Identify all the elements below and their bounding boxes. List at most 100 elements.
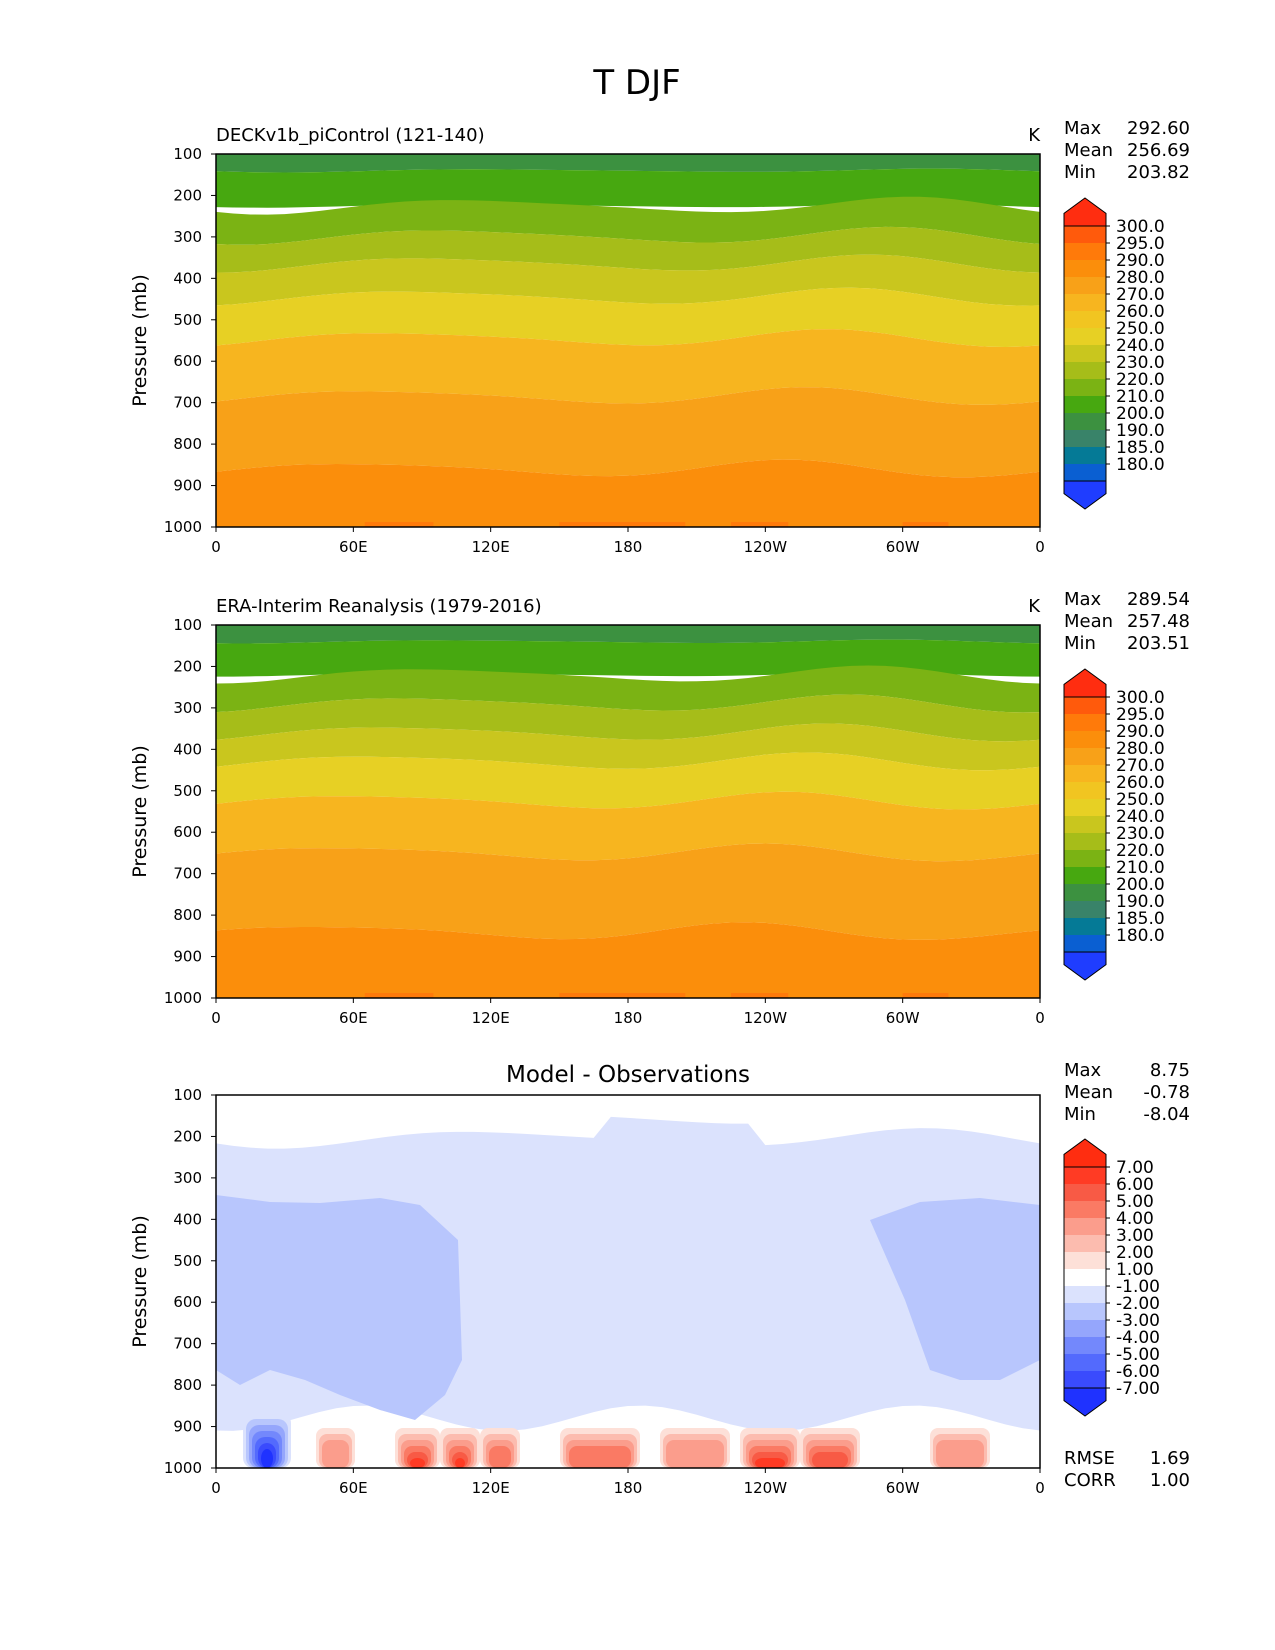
warm-patch (731, 522, 789, 527)
colorbar-label: 230.0 (1116, 824, 1165, 844)
colorbar-frame (1063, 225, 1107, 482)
colorbar: 300.0295.0290.0280.0270.0260.0250.0240.0… (1063, 197, 1165, 510)
stat-mean-label: Mean (1064, 1082, 1113, 1103)
colorbar-extend-bottom (1063, 951, 1107, 981)
colorbar-label: 270.0 (1116, 285, 1165, 305)
warm-core-5 (660, 1428, 730, 1468)
warm-contour (410, 1458, 425, 1468)
warm-core-4 (560, 1428, 640, 1468)
colorbar-label: 3.00 (1116, 1226, 1154, 1246)
x-tick-label: 0 (211, 1009, 221, 1027)
colorbar-segment (1064, 243, 1106, 260)
y-axis-label: Pressure (mb) (129, 1215, 151, 1348)
colorbar-segment (1064, 918, 1106, 935)
warm-patch (364, 522, 434, 527)
colorbar-label: -2.00 (1116, 1294, 1160, 1314)
y-tick-label: 900 (173, 948, 202, 966)
cold-contour (261, 1449, 273, 1468)
colorbar-label: 4.00 (1116, 1209, 1154, 1229)
y-tick-label: 700 (173, 865, 202, 883)
colorbar-segment (1064, 867, 1106, 884)
warm-patch (902, 522, 949, 527)
x-tick-label: 60E (339, 538, 368, 556)
warm-contour (322, 1440, 349, 1468)
x-tick-label: 180 (614, 538, 643, 556)
x-tick-label: 120W (744, 538, 788, 556)
warm-contour (936, 1440, 984, 1468)
panel-title: DECKv1b_piControl (121-140) (216, 125, 485, 146)
y-tick-label: 200 (173, 186, 202, 204)
stat-mean-value: -0.78 (1143, 1082, 1190, 1103)
metric-rmse-label: RMSE (1064, 1448, 1115, 1469)
stat-min-label: Min (1064, 162, 1096, 183)
colorbar-label: 180.0 (1116, 455, 1165, 475)
warm-core-1 (395, 1428, 440, 1468)
axes: 100 200 300 400 500 600 700 800 900 1000 0 60E 120E 1… (129, 616, 1045, 1027)
stat-max-label: Max (1064, 118, 1102, 139)
warm-contour (755, 1458, 785, 1468)
colorbar-label: 295.0 (1116, 234, 1165, 254)
y-axis-label: Pressure (mb) (129, 745, 151, 878)
x-tick-label: 60E (339, 1479, 368, 1497)
y-tick-label: 300 (173, 699, 202, 717)
stat-max-value: 289.54 (1127, 589, 1190, 610)
y-tick-label: 800 (173, 435, 202, 453)
stat-mean-value: 256.69 (1127, 140, 1190, 161)
y-tick-label: 600 (173, 823, 202, 841)
x-tick-label: 180 (614, 1009, 643, 1027)
colorbar-label: 220.0 (1116, 370, 1165, 390)
y-tick-label: 600 (173, 1293, 202, 1311)
warm-core-7 (800, 1428, 860, 1468)
stat-max-value: 292.60 (1127, 118, 1190, 139)
band-250-260 (216, 287, 1040, 347)
colorbar-segment (1064, 226, 1106, 243)
y-tick-label: 400 (173, 1210, 202, 1228)
x-tick-label: 0 (1035, 538, 1045, 556)
metrics-block: RMSE 1.69 CORR 1.00 (1064, 1448, 1190, 1491)
colorbar-extend-bottom (1063, 480, 1107, 510)
metric-rmse-value: 1.69 (1150, 1448, 1190, 1469)
colorbar-segment (1064, 935, 1106, 952)
y-tick-label: 500 (173, 1252, 202, 1270)
stats-block: Max 292.60 Mean 256.69 Min 203.82 (1064, 118, 1190, 183)
colorbar-segment (1064, 328, 1106, 345)
y-tick-label: 300 (173, 1169, 202, 1187)
x-tick-label: 120E (472, 1479, 510, 1497)
warm-contour (455, 1458, 465, 1468)
warm-patch (559, 522, 686, 527)
y-tick-label: 200 (173, 657, 202, 675)
y-tick-label: 100 (173, 616, 202, 634)
band-250-260 (216, 752, 1040, 810)
colorbar-label: 200.0 (1116, 875, 1165, 895)
colorbar-segment (1064, 901, 1106, 918)
x-tick-label: 0 (1035, 1479, 1045, 1497)
warm-contour (812, 1452, 848, 1468)
colorbar-segment (1064, 1201, 1106, 1218)
colorbar-segment (1064, 1167, 1106, 1184)
stat-max-label: Max (1064, 1060, 1102, 1081)
colorbar-label: 250.0 (1116, 790, 1165, 810)
colorbar-extend-top (1063, 668, 1107, 698)
y-tick-label: 200 (173, 1127, 202, 1145)
warm-core-8 (930, 1428, 990, 1468)
band-220-230 (216, 196, 1040, 245)
colorbar-label: 270.0 (1116, 756, 1165, 776)
colorbar-segment (1064, 850, 1106, 867)
colorbar-segment (1064, 799, 1106, 816)
colorbar-segment (1064, 765, 1106, 782)
colorbar-label: 240.0 (1116, 336, 1165, 356)
colorbar-extend-top (1063, 197, 1107, 227)
band-270-280 (216, 843, 1040, 940)
colorbar-segment (1064, 1252, 1106, 1269)
x-tick-label: 60W (886, 1009, 920, 1027)
warm-contour (569, 1446, 631, 1468)
y-tick-label: 400 (173, 269, 202, 287)
colorbar-label: -7.00 (1116, 1379, 1160, 1399)
colorbar-label: 290.0 (1116, 251, 1165, 271)
band-220-230 (216, 665, 1040, 713)
y-tick-label: 600 (173, 352, 202, 370)
plot-area (216, 625, 1040, 998)
colorbar-label: 2.00 (1116, 1243, 1154, 1263)
colorbar-label: 300.0 (1116, 688, 1165, 708)
colorbar-segment (1064, 1337, 1106, 1354)
